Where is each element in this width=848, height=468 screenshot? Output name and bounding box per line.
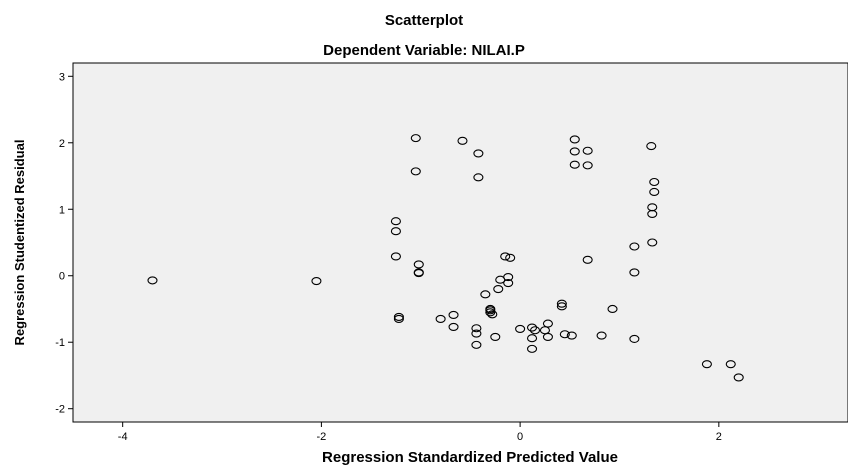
- data-point: [471, 329, 482, 338]
- data-point: [448, 310, 459, 320]
- data-point: [410, 167, 421, 176]
- data-point: [582, 146, 593, 155]
- data-point: [582, 161, 593, 170]
- chart-subtitle: Dependent Variable: NILAI.P: [323, 42, 525, 59]
- data-point: [701, 360, 712, 369]
- data-point: [480, 290, 491, 299]
- data-point: [390, 252, 401, 261]
- chart-title: Scatterplot: [385, 12, 463, 29]
- data-point: [526, 323, 538, 332]
- data-point: [505, 253, 516, 262]
- data-point: [607, 304, 618, 314]
- data-point: [649, 187, 660, 197]
- data-point: [390, 227, 401, 236]
- data-point: [647, 238, 658, 247]
- data-point: [490, 332, 501, 341]
- data-point: [526, 344, 538, 353]
- y-tick-label: -1: [55, 337, 65, 349]
- y-tick-label: -2: [55, 404, 65, 416]
- data-point: [566, 331, 577, 340]
- x-tick-label: 0: [517, 431, 523, 443]
- data-point: [725, 360, 736, 369]
- data-point: [515, 324, 526, 333]
- y-tick-label: 1: [59, 204, 65, 216]
- data-point: [559, 330, 570, 339]
- data-point: [503, 279, 514, 288]
- data-point: [448, 322, 459, 331]
- data-point: [542, 332, 553, 341]
- data-point: [471, 340, 482, 349]
- data-point: [629, 242, 640, 251]
- x-tick-label: -4: [118, 431, 128, 443]
- data-point: [500, 252, 511, 261]
- x-tick-label: 2: [716, 431, 722, 443]
- data-point: [311, 277, 322, 286]
- data-point: [390, 217, 401, 226]
- data-point: [487, 310, 498, 319]
- data-point: [413, 260, 424, 269]
- x-axis-label: Regression Standardized Predicted Value: [322, 449, 618, 466]
- data-point: [556, 302, 567, 311]
- y-tick-label: 3: [59, 71, 65, 83]
- data-point: [473, 149, 484, 158]
- data-point: [147, 276, 158, 285]
- plot-area: [72, 62, 848, 423]
- data-point: [649, 177, 660, 187]
- data-point: [733, 373, 744, 382]
- data-point: [471, 324, 482, 333]
- data-point: [569, 135, 580, 144]
- x-axis: -4 -2 0 2: [118, 422, 722, 443]
- data-point: [629, 334, 640, 343]
- y-axis: 3 2 1 0 -1 -2: [55, 71, 73, 416]
- data-point: [542, 319, 553, 328]
- data-point: [413, 269, 424, 278]
- data-point: [596, 331, 607, 340]
- data-point: [457, 136, 468, 145]
- data-point: [556, 299, 567, 308]
- data-point: [393, 314, 404, 324]
- data-point: [473, 173, 484, 182]
- y-tick-label: 2: [59, 138, 65, 150]
- data-point: [569, 147, 580, 156]
- data-point: [410, 134, 421, 143]
- data-point: [629, 268, 640, 277]
- data-point: [529, 326, 541, 335]
- data-point: [485, 308, 496, 317]
- y-axis-label: Regression Studentized Residual: [12, 140, 27, 346]
- data-point: [526, 334, 538, 343]
- data-point: [493, 284, 504, 294]
- data-point: [569, 160, 580, 169]
- data-point: [647, 209, 658, 218]
- data-points: [147, 134, 744, 382]
- data-point: [503, 273, 514, 282]
- data-point: [582, 255, 593, 264]
- data-point: [485, 306, 496, 315]
- data-point: [435, 314, 446, 324]
- data-point: [646, 142, 657, 151]
- data-point: [393, 312, 404, 322]
- x-tick-label: -2: [317, 431, 327, 443]
- y-tick-label: 0: [59, 271, 65, 283]
